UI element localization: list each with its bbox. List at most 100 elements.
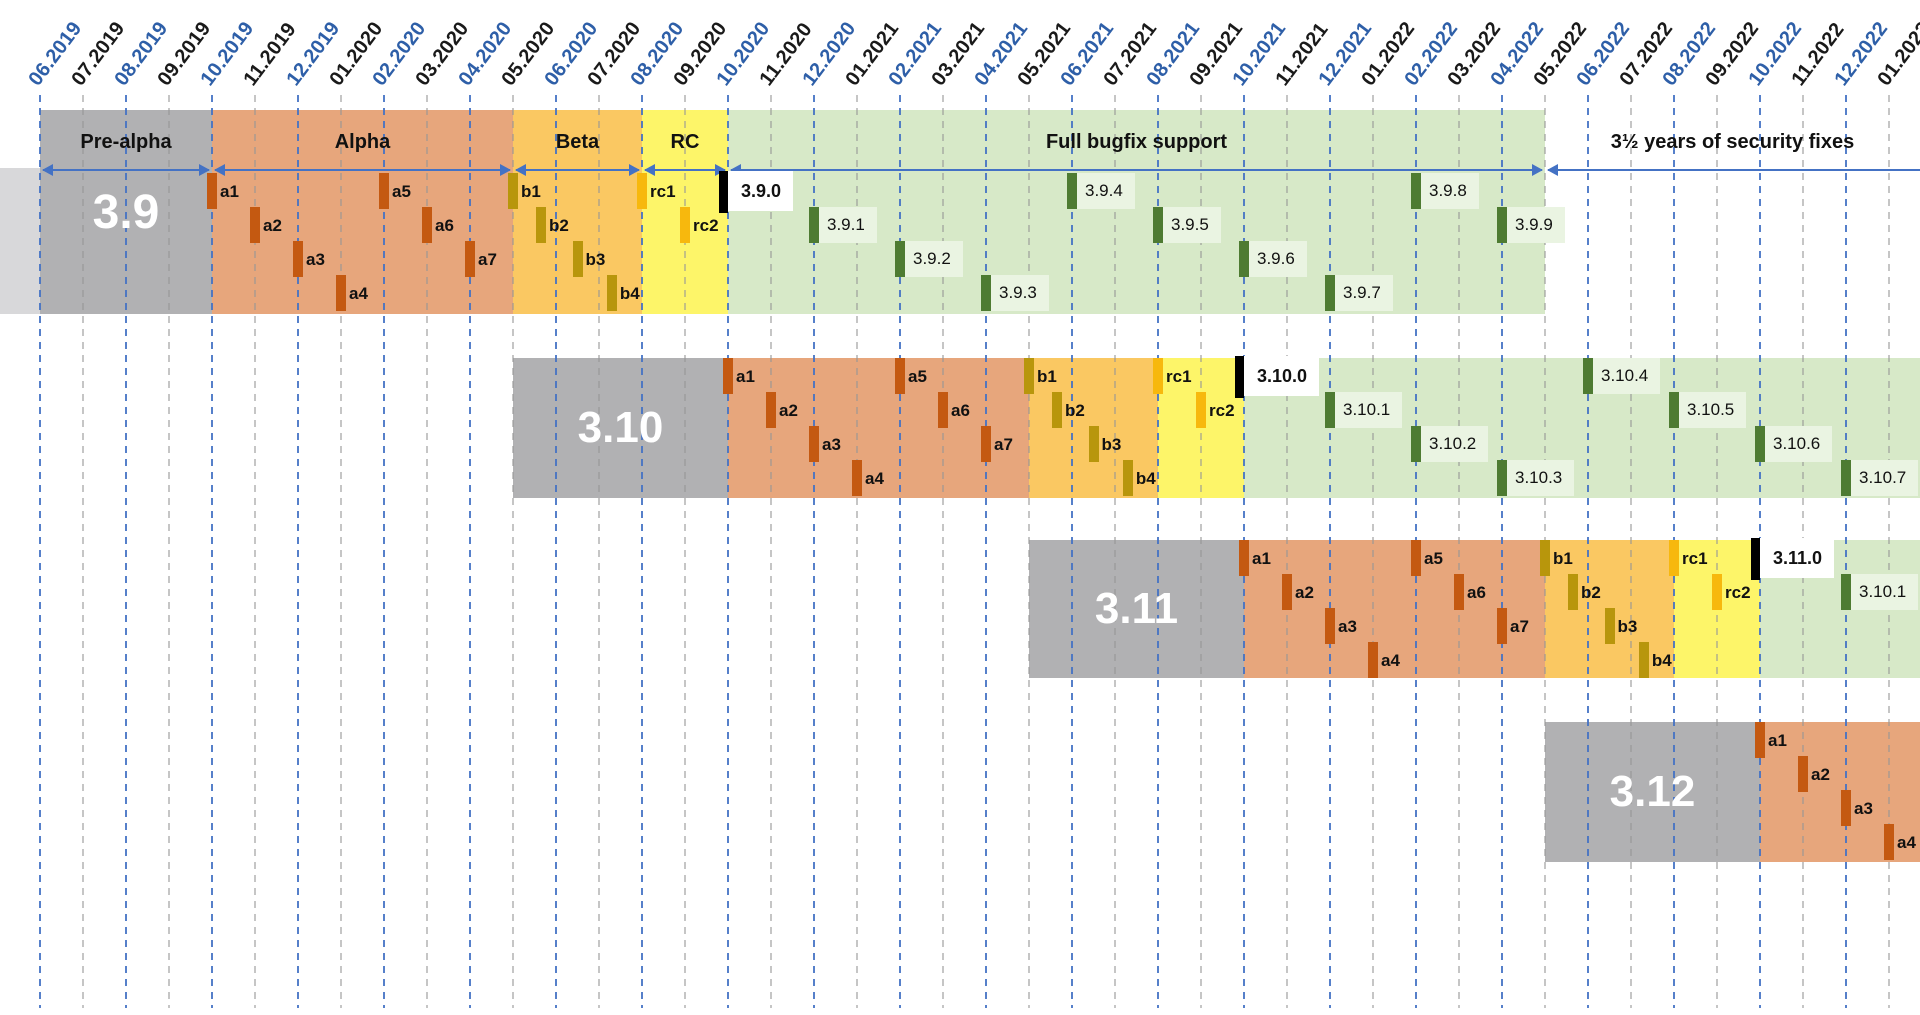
bugfix-label-box: 3.9.8: [1411, 173, 1479, 209]
bugfix-marker-bar: [1239, 241, 1249, 277]
alpha-marker-label: a1: [1252, 549, 1271, 568]
rc-marker-bar: [1712, 574, 1722, 610]
alpha-marker-label: a4: [1381, 651, 1400, 670]
beta-marker-label: b2: [548, 216, 569, 235]
rc-marker-bar: [680, 207, 690, 243]
phase-label: Alpha: [334, 131, 391, 153]
beta-marker-bar: [1567, 574, 1578, 610]
alpha-marker-label: a3: [1854, 799, 1873, 818]
rc-marker-label: rc1: [650, 182, 676, 201]
alpha-marker-label: a7: [994, 435, 1013, 454]
arrowhead-right-icon: [1532, 164, 1543, 176]
release-version-text: 3.10.5: [1687, 400, 1735, 419]
phase-label: Full bugfix support: [1045, 131, 1228, 153]
version-label: 3.11: [1094, 584, 1179, 633]
release-label-box: 3.11.0: [1755, 538, 1835, 578]
alpha-marker-label: a5: [392, 182, 411, 201]
phase-arrow-line: [645, 169, 725, 171]
alpha-marker-bar: [1884, 824, 1894, 860]
release-version-text: 3.10.6: [1773, 434, 1821, 453]
rc-marker-bar: [637, 173, 647, 209]
release-version-text: 3.10.2: [1429, 434, 1477, 453]
alpha-marker-label: a2: [263, 216, 282, 235]
phase-label: Beta: [555, 131, 600, 153]
beta-marker-bar: [508, 173, 518, 209]
release-version-text: 3.9.3: [999, 283, 1037, 302]
release-version-text: 3.9.9: [1515, 215, 1553, 234]
alpha-marker-label: a4: [865, 469, 884, 488]
release-version-text: 3.9.5: [1171, 215, 1209, 234]
release-version-text: 3.10.0: [1257, 365, 1308, 386]
rc-marker-bar: [1196, 392, 1206, 428]
alpha-marker-bar: [1497, 608, 1507, 644]
release-marker-bar: [1751, 538, 1760, 580]
rc-marker-label: rc2: [1725, 583, 1751, 602]
rc-marker-label: rc1: [1166, 367, 1192, 386]
alpha-marker-label: a2: [1295, 583, 1314, 602]
alpha-marker-label: a7: [1510, 617, 1529, 636]
bugfix-label-box: 3.10.4: [1583, 358, 1661, 394]
bugfix-label-box: 3.10.6: [1755, 426, 1833, 462]
beta-marker-label: b2: [1580, 583, 1601, 602]
phase-arrow-line: [43, 169, 209, 171]
bugfix-marker-bar: [1153, 207, 1163, 243]
bugfix-label-box: 3.9.9: [1497, 207, 1565, 243]
alpha-marker-label: a1: [736, 367, 755, 386]
bugfix-label-box: 3.10.1: [1325, 392, 1403, 428]
beta-marker-label: b2: [1064, 401, 1085, 420]
alpha-marker-label: a6: [1467, 583, 1486, 602]
phase-arrow-line: [516, 169, 639, 171]
bugfix-marker-bar: [1067, 173, 1077, 209]
bugfix-marker-bar: [809, 207, 819, 243]
beta-marker-bar: [1638, 642, 1649, 678]
beta-marker-bar: [1024, 358, 1034, 394]
alpha-marker-label: a7: [478, 250, 497, 269]
alpha-marker-label: a5: [1424, 549, 1443, 568]
alpha-marker-bar: [1841, 790, 1851, 826]
bugfix-label-box: 3.10.3: [1497, 460, 1575, 496]
release-version-text: 3.10.1: [1343, 400, 1391, 419]
alpha-marker-label: a3: [822, 435, 841, 454]
alpha-marker-label: a1: [1768, 731, 1787, 750]
alpha-marker-bar: [1239, 540, 1249, 576]
phase-label: RC: [670, 131, 700, 153]
release-label-box: 3.10.0: [1239, 356, 1320, 396]
arrowhead-left-icon: [42, 164, 53, 176]
rc-marker-bar: [1669, 540, 1679, 576]
bugfix-label-box: 3.9.1: [809, 207, 877, 243]
beta-marker-label: b3: [1101, 435, 1122, 454]
bugfix-marker-bar: [1411, 426, 1421, 462]
bugfix-marker-bar: [1841, 460, 1851, 496]
phase-arrow-line: [1548, 169, 1920, 171]
phase-band-pre-alpha: [1545, 722, 1760, 862]
bugfix-label-box: 3.10.5: [1669, 392, 1747, 428]
alpha-marker-bar: [809, 426, 819, 462]
alpha-marker-bar: [1411, 540, 1421, 576]
beta-marker-bar: [1051, 392, 1062, 428]
alpha-marker-label: a3: [1338, 617, 1357, 636]
release-version-text: 3.9.2: [913, 249, 951, 268]
beta-marker-bar: [572, 241, 583, 277]
beta-marker-bar: [1604, 608, 1615, 644]
bugfix-marker-bar: [1497, 460, 1507, 496]
beta-marker-label: b1: [1553, 549, 1573, 568]
release-label-box: 3.9.0: [723, 171, 794, 211]
alpha-marker-bar: [250, 207, 260, 243]
release-version-text: 3.10.7: [1859, 468, 1907, 487]
arrowhead-left-icon: [1547, 164, 1558, 176]
phase-label: 3½ years of security fixes: [1610, 131, 1855, 153]
bugfix-label-box: 3.9.4: [1067, 173, 1135, 209]
beta-marker-label: b1: [1037, 367, 1057, 386]
bugfix-label-box: 3.10.7: [1841, 460, 1919, 496]
beta-marker-label: b3: [585, 250, 606, 269]
release-version-text: 3.9.4: [1085, 181, 1123, 200]
bugfix-marker-bar: [1325, 392, 1335, 428]
phase-arrow-line: [731, 169, 1542, 171]
alpha-marker-bar: [422, 207, 432, 243]
alpha-marker-label: a2: [779, 401, 798, 420]
arrowhead-right-icon: [629, 164, 640, 176]
pre-alpha-faded-strip: [0, 168, 40, 314]
alpha-marker-bar: [723, 358, 733, 394]
release-version-text: 3.9.1: [827, 215, 865, 234]
release-version-text: 3.9.0: [741, 180, 782, 201]
